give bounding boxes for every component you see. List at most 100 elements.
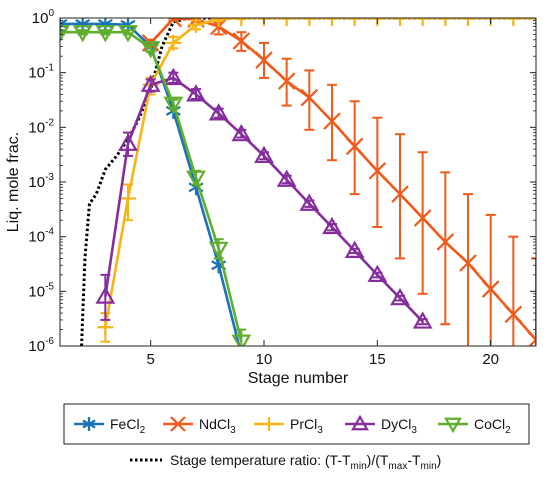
data-point-x [345, 137, 364, 156]
data-point-plus [324, 18, 340, 26]
ratio-legend-label: Stage temperature ratio: (T-Tmin)/(Tmax-… [170, 452, 441, 472]
data-point-triangle-down [444, 417, 462, 434]
y-tick-base: 10 [28, 229, 45, 246]
y-tick-exponent: -3 [45, 172, 54, 183]
data-point-plus [301, 18, 318, 26]
data-point-plus [346, 18, 363, 26]
data-point-triangle-up [276, 169, 297, 187]
data-point-triangle-up [351, 414, 369, 431]
ratio-legend-part: -T [407, 452, 421, 468]
series-line-prcl3 [104, 18, 536, 328]
data-point-x [436, 233, 455, 251]
data-point-triangle-up [140, 74, 161, 92]
data-point-plus [188, 18, 204, 33]
data-point-plus [97, 319, 114, 336]
ratio-legend-part: ) [437, 452, 442, 468]
data-point-x [255, 51, 273, 69]
y-tick-label: 10-4 [28, 227, 54, 246]
data-point-plus [505, 18, 522, 26]
data-point-x [413, 209, 432, 227]
data-point-triangle-up [95, 286, 116, 304]
y-tick-label: 10-5 [28, 281, 54, 300]
y-tick-label: 10-2 [28, 117, 54, 136]
legend-label: DyCl3 [381, 416, 417, 436]
data-point-triangle-up [322, 216, 342, 235]
legend-label-base: CoCl [474, 416, 505, 432]
legend-label-subscript: 2 [140, 425, 146, 436]
legend-label-base: DyCl [381, 416, 411, 432]
series-line-cocl2 [60, 30, 243, 342]
data-point-triangle-up [208, 103, 229, 121]
ratio-legend-part: )/(T [367, 452, 389, 468]
legend-label-base: NdCl [199, 416, 230, 432]
ratio-legend-part: min [421, 461, 437, 472]
series-line-dycl3 [104, 76, 424, 323]
y-tick-base: 10 [28, 283, 45, 300]
legend-label-subscript: 3 [317, 425, 323, 436]
ratio-legend-part: min [351, 461, 367, 472]
y-tick-exponent: -1 [45, 63, 54, 74]
data-point-triangle-down [186, 170, 206, 188]
y-tick-label: 10-1 [28, 63, 54, 82]
series-ndcl3 [141, 18, 536, 346]
data-point-plus [233, 18, 250, 26]
data-point-triangle-down [60, 25, 70, 43]
data-point-x [504, 305, 523, 324]
data-point-triangle-down [208, 241, 229, 260]
x-tick-label: 15 [369, 351, 386, 368]
y-tick-base: 10 [32, 10, 49, 27]
data-point-plus [460, 18, 476, 26]
data-point-triangle-up [367, 264, 388, 282]
data-point-x [368, 162, 387, 180]
legend-label: NdCl3 [199, 416, 236, 436]
legend-item-fecl2: FeCl2 [74, 416, 146, 436]
data-point-triangle-up [412, 311, 433, 329]
data-point-triangle-down [95, 25, 116, 43]
data-point-triangle-down [163, 96, 184, 114]
data-point-plus [392, 18, 408, 26]
series-cocl2 [60, 25, 252, 346]
legend-item-ndcl3: NdCl3 [163, 416, 236, 436]
legend-item-cocl2: CoCl2 [438, 416, 511, 436]
data-point-plus [120, 190, 136, 207]
data-point-x [459, 254, 477, 272]
data-point-x [481, 280, 500, 298]
x-tick-label: 5 [146, 351, 154, 368]
data-point-x [527, 330, 536, 346]
y-tick-base: 10 [28, 119, 45, 136]
x-tick-label: 10 [256, 351, 273, 368]
legend-item-prcl3: PrCl3 [254, 416, 323, 436]
temperature-ratio-legend: Stage temperature ratio: (T-Tmin)/(Tmax-… [130, 452, 441, 472]
legend: FeCl2 NdCl3 PrCl3 DyCl3 CoCl2 [74, 414, 511, 436]
data-point-plus [414, 18, 431, 26]
legend-label: CoCl2 [474, 416, 511, 436]
data-point-triangle-up [118, 133, 138, 151]
data-point-x [277, 72, 296, 90]
data-point-plus [165, 34, 182, 51]
y-tick-exponent: 0 [48, 8, 54, 19]
y-tick-base: 10 [28, 174, 45, 191]
data-point-triangle-up [186, 84, 206, 102]
y-axis-title: Liq. mole frac. [5, 132, 22, 232]
y-tick-label: 100 [32, 8, 55, 27]
data-point-triangle-down [231, 334, 252, 346]
legend-label-subscript: 3 [230, 425, 236, 436]
y-tick-exponent: -2 [45, 117, 54, 128]
y-tick-base: 10 [28, 65, 45, 82]
data-point-triangle-up [163, 67, 184, 86]
data-point-triangle-up [344, 240, 365, 258]
data-point-triangle-up [390, 287, 410, 306]
data-point-triangle-down [140, 41, 161, 59]
data-point-x [391, 185, 409, 203]
data-point-x [232, 32, 251, 50]
legend-label-subscript: 2 [505, 425, 511, 436]
legend-label-base: PrCl [290, 416, 317, 432]
data-point-triangle-up [299, 193, 320, 211]
y-tick-exponent: -6 [45, 336, 54, 347]
legend-label: PrCl3 [290, 416, 323, 436]
ratio-legend-part: max [388, 461, 407, 472]
legend-label: FeCl2 [110, 416, 146, 436]
data-point-triangle-up [231, 123, 252, 142]
data-point-asterisk [234, 346, 248, 362]
